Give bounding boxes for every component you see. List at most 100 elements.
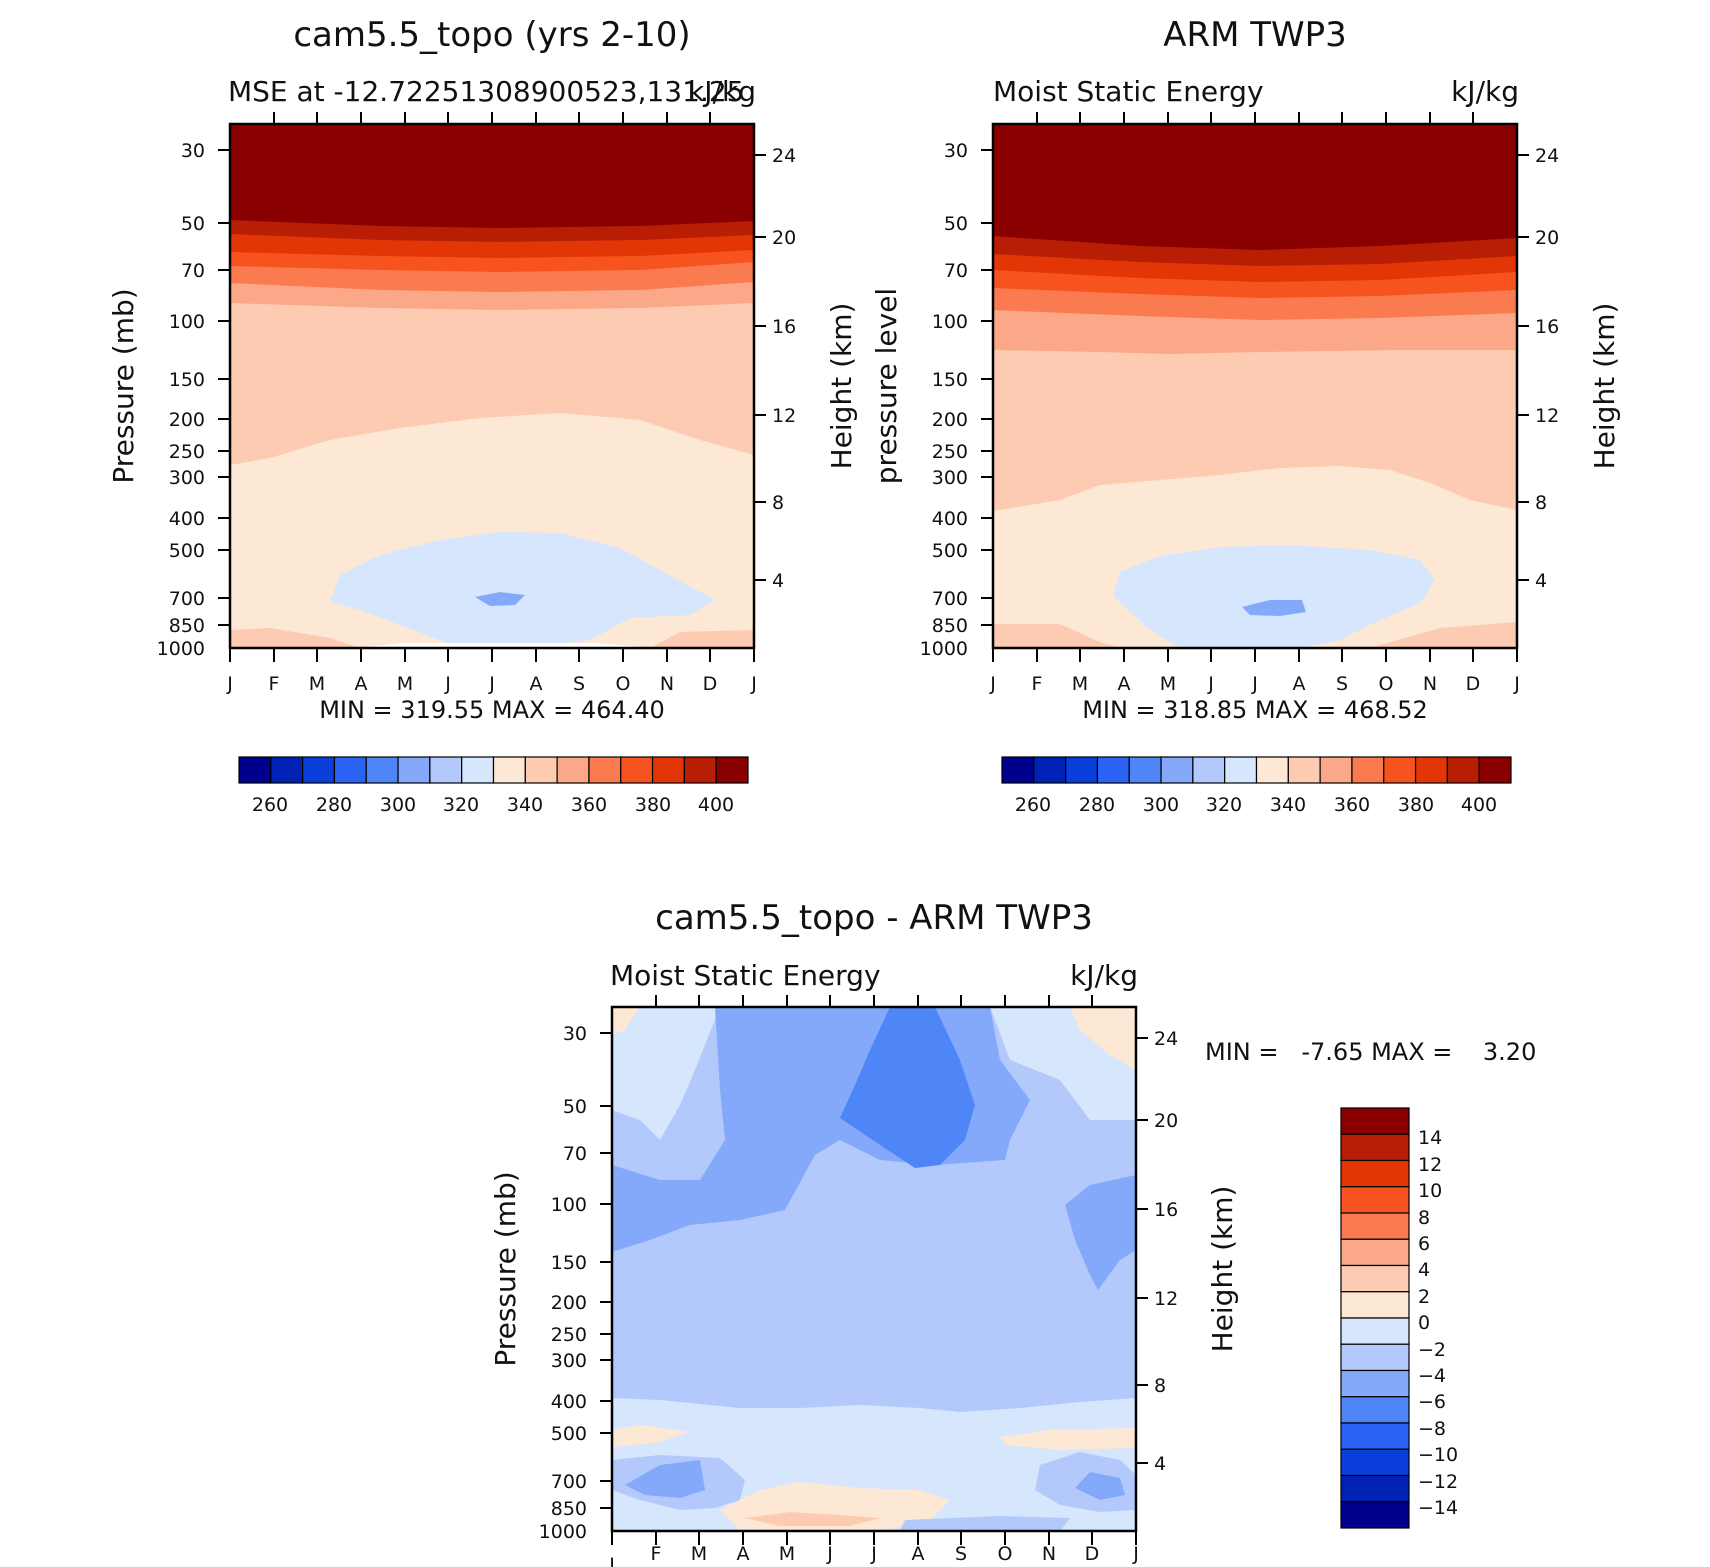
colorbar-swatch [1340, 1396, 1410, 1424]
panel-diff: cam5.5_topo - ARM TWP3 Moist Static Ener… [489, 898, 1536, 1567]
ytick-500: 500 [551, 1423, 587, 1445]
xtick: F [1032, 673, 1043, 695]
panel-diff-ylabel-right: Height (km) [1206, 1186, 1239, 1353]
cb-label: 360 [1334, 794, 1370, 816]
ytick-250: 250 [551, 1324, 587, 1346]
ytick-150: 150 [932, 369, 968, 391]
colorbar-swatch [1319, 756, 1353, 784]
panel-model-subtitle-left: MSE at -12.72251308900523,131.25 [228, 75, 744, 108]
cb-label: 280 [1079, 794, 1115, 816]
ytick-850: 850 [169, 615, 205, 637]
ytick-500: 500 [169, 540, 205, 562]
xtick: J [826, 1543, 833, 1565]
cb-label: 380 [1398, 794, 1434, 816]
panel-model-right-ticks: 24 20 16 12 8 4 [772, 145, 796, 592]
cb-label: −12 [1418, 1471, 1458, 1493]
htick-24: 24 [1535, 145, 1559, 167]
colorbar-swatch [365, 756, 399, 784]
htick-8: 8 [1154, 1375, 1166, 1397]
cb-label: −8 [1418, 1418, 1446, 1440]
colorbar-swatch [1383, 756, 1417, 784]
ytick-500: 500 [932, 540, 968, 562]
xtick: D [703, 673, 718, 695]
panel-obs-stats: MIN = 318.85 MAX = 468.52 [1082, 696, 1428, 724]
xtick: A [912, 1543, 925, 1565]
colorbar-swatch [1340, 1448, 1410, 1477]
colorbar-swatch [620, 756, 654, 784]
ytick-700: 700 [169, 588, 205, 610]
htick-4: 4 [1154, 1453, 1166, 1475]
panel-diff-tick-marks [600, 995, 1148, 1545]
cb-label: 400 [1461, 794, 1497, 816]
xtick: N [1423, 673, 1437, 695]
cb-label: 260 [1015, 794, 1051, 816]
panel-obs-colorbar: 260 280 300 320 340 360 380 400 [1001, 756, 1512, 816]
htick-16: 16 [772, 316, 796, 338]
cb-label: 2 [1418, 1286, 1430, 1308]
colorbar-swatch [1340, 1369, 1410, 1398]
xtick: J [608, 1554, 615, 1567]
panel-diff-colorbar: 14 12 10 8 6 4 2 0 −2 −4 −6 −8 −10 −12 −… [1340, 1107, 1458, 1529]
panel-obs-contours [993, 124, 1517, 648]
ytick-100: 100 [551, 1194, 587, 1216]
colorbar-swatch [270, 756, 304, 784]
xtick: O [1379, 673, 1394, 695]
colorbar-swatch [1033, 756, 1067, 784]
xtick: J [488, 673, 495, 695]
colorbar-swatch [1340, 1317, 1410, 1345]
panel-model-x-ticks: J F M A M J J A S O N D J [226, 673, 757, 695]
panel-obs-tick-marks [981, 112, 1529, 662]
panel-model: cam5.5_topo (yrs 2-10) MSE at -12.722513… [107, 15, 858, 816]
panel-diff-right-ticks: 24 20 16 12 8 4 [1154, 1028, 1178, 1475]
ytick-200: 200 [551, 1292, 587, 1314]
htick-12: 12 [1154, 1288, 1178, 1310]
panel-diff-stats: MIN = -7.65 MAX = 3.20 [1205, 1038, 1536, 1066]
colorbar-swatch [556, 756, 590, 784]
panel-model-tick-marks [218, 112, 766, 662]
cb-label: −10 [1418, 1444, 1458, 1466]
colorbar-swatch [1478, 756, 1512, 784]
cb-label: 380 [635, 794, 671, 816]
panel-obs-y-ticks: 30 50 70 100 150 200 250 300 400 500 700… [920, 140, 968, 660]
colorbar-swatch [651, 756, 685, 784]
cb-label: −4 [1418, 1365, 1446, 1387]
htick-20: 20 [772, 227, 796, 249]
panel-diff-subtitle-right: kJ/kg [1070, 959, 1138, 992]
ytick-30: 30 [944, 140, 968, 162]
cb-label: 6 [1418, 1233, 1430, 1255]
colorbar-swatch [715, 756, 749, 784]
ytick-200: 200 [932, 409, 968, 431]
xtick: M [1072, 673, 1088, 695]
ytick-30: 30 [563, 1023, 587, 1045]
xtick: M [779, 1543, 795, 1565]
cb-label: 14 [1418, 1127, 1442, 1149]
cb-label: 10 [1418, 1180, 1442, 1202]
xtick: A [1293, 673, 1306, 695]
cb-label: 4 [1418, 1259, 1430, 1281]
ytick-250: 250 [169, 441, 205, 463]
panel-obs-ylabel: pressure level [870, 288, 903, 484]
ytick-700: 700 [932, 588, 968, 610]
colorbar-swatch [1160, 756, 1194, 784]
ytick-400: 400 [551, 1391, 587, 1413]
cb-label: 360 [571, 794, 607, 816]
xtick: J [989, 673, 996, 695]
colorbar-swatch [524, 756, 558, 784]
xtick: F [651, 1543, 662, 1565]
panel-diff-ylabel: Pressure (mb) [489, 1171, 522, 1366]
xtick: O [998, 1543, 1013, 1565]
ytick-400: 400 [932, 508, 968, 530]
panel-diff-contours [612, 1007, 1136, 1531]
cb-label: 340 [1270, 794, 1306, 816]
panel-obs-right-ticks: 24 20 16 12 8 4 [1535, 145, 1559, 592]
ytick-300: 300 [551, 1350, 587, 1372]
panel-model-stats: MIN = 319.55 MAX = 464.40 [319, 696, 665, 724]
xtick: O [616, 673, 631, 695]
panel-model-subtitle-right: kJ/kg [688, 75, 756, 108]
cb-label: 300 [380, 794, 416, 816]
xtick: A [737, 1543, 750, 1565]
xtick: J [1513, 673, 1520, 695]
colorbar-swatch [1446, 756, 1480, 784]
panel-obs-subtitle-right: kJ/kg [1451, 75, 1519, 108]
ytick-200: 200 [169, 409, 205, 431]
